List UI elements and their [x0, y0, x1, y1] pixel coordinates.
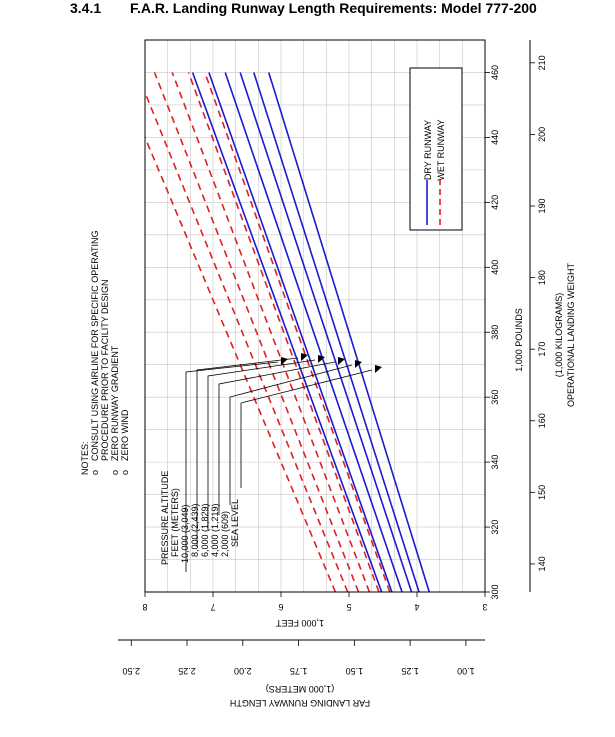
- ft-tick-label: 3: [482, 602, 487, 612]
- leader-line-3: [218, 361, 336, 515]
- notes-block: NOTES: o CONSULT USING AIRLINE FOR SPECI…: [80, 230, 130, 475]
- lb-tick-label: 460: [490, 65, 500, 80]
- page-title: F.A.R. Landing Runway Length Requirement…: [130, 0, 537, 16]
- ft-tick-label: 7: [210, 602, 215, 612]
- kg-tick-label: 140: [537, 556, 547, 571]
- leader-arrow-4: [355, 360, 362, 368]
- altitude-row-10000: 10,000 (3,049): [180, 504, 190, 563]
- wet-runway-series-10: [145, 90, 349, 592]
- notes-item-4: ZERO WIND: [120, 409, 130, 461]
- altitude-row-4000: 4,000 (1,219): [210, 503, 220, 557]
- altitude-row-6000: 6,000 (1,829): [200, 503, 210, 557]
- weight-lb-ticks: 300 320 340 360 380 400 420 440 460: [485, 65, 500, 600]
- length-m-ticks: 1.00 1.25 1.50 1.75 2.00 2.25 2.50: [122, 640, 475, 676]
- notes-bullet-1: o: [90, 470, 100, 475]
- lb-tick-label: 300: [490, 584, 500, 599]
- weight-kg-axis-label: (1,000 KILOGRAMS): [554, 293, 564, 378]
- lb-tick-label: 380: [490, 325, 500, 340]
- leader-arrow-5: [375, 365, 382, 373]
- kg-tick-label: 190: [537, 198, 547, 213]
- altitude-legend: PRESSURE ALTITUDE FEET (METERS) 10,000 (…: [160, 471, 240, 565]
- wet-runway-label: WET RUNWAY: [436, 119, 446, 180]
- notes-bullet-4: o: [120, 470, 130, 475]
- wet-runway-series-6: [204, 72, 391, 592]
- kg-tick-label: 180: [537, 270, 547, 285]
- leader-line-2: [207, 359, 316, 530]
- runway-legend: DRY RUNWAY WET RUNWAY: [409, 67, 463, 231]
- notes-bullet-3: o: [110, 470, 120, 475]
- weight-axis-title: OPERATIONAL LANDING WEIGHT: [566, 262, 576, 407]
- dry-runway-series-1: [253, 72, 420, 592]
- dry-runway-series-3: [224, 72, 403, 592]
- length-ft-ticks: 3 4 5 6 7 8: [142, 592, 488, 612]
- wet-runway-series-8: [171, 72, 371, 592]
- lb-tick-label: 320: [490, 520, 500, 535]
- ft-tick-label: 8: [142, 602, 147, 612]
- notes-item-1: CONSULT USING AIRLINE FOR SPECIFIC OPERA…: [90, 230, 100, 461]
- m-tick-label: 2.25: [178, 666, 196, 676]
- ft-tick-label: 6: [278, 602, 283, 612]
- dry-runway-series-2: [239, 72, 413, 592]
- dry-runway-series-5: [191, 72, 383, 592]
- ft-tick-label: 5: [346, 602, 351, 612]
- leader-line-0: [185, 361, 279, 572]
- notes-heading: NOTES:: [80, 441, 90, 475]
- leader-arrow-2: [318, 355, 325, 363]
- weight-lb-axis-label: 1,000 POUNDS: [514, 308, 524, 372]
- plot-frame: [144, 39, 486, 593]
- runway-legend-box: [409, 67, 463, 231]
- section-number: 3.4.1: [70, 0, 102, 16]
- kg-tick-label: 160: [537, 413, 547, 428]
- dry-runway-series-4: [208, 72, 393, 592]
- altitude-leader-lines: [185, 353, 382, 572]
- notes-item-3: ZERO RUNWAY GRADIENT: [110, 345, 120, 461]
- dry-runway-label: DRY RUNWAY: [423, 120, 433, 180]
- altitude-legend-units: FEET (METERS): [170, 488, 180, 557]
- length-ft-axis-label: 1,000 FEET: [275, 618, 324, 628]
- altitude-row-sea-level: SEA LEVEL: [230, 499, 240, 547]
- weight-kg-ticks: 140 150 160 170 180 190 200 210: [530, 55, 547, 571]
- leader-line-4: [229, 364, 353, 505]
- m-tick-label: 2.00: [234, 666, 252, 676]
- leader-line-1: [196, 357, 299, 547]
- m-tick-label: 1.75: [290, 666, 308, 676]
- lb-tick-label: 420: [490, 195, 500, 210]
- chart-series-group: [145, 72, 431, 592]
- lb-tick-label: 400: [490, 260, 500, 275]
- m-tick-label: 2.50: [122, 666, 140, 676]
- altitude-legend-title: PRESSURE ALTITUDE: [160, 471, 170, 565]
- kg-tick-label: 210: [537, 55, 547, 70]
- length-axis-title: FAR LANDING RUNWAY LENGTH: [230, 698, 370, 708]
- notes-item-2: PROCEDURE PRIOR TO FACILITY DESIGN: [100, 279, 110, 461]
- lb-tick-label: 440: [490, 130, 500, 145]
- wet-runway-series-11: [145, 135, 337, 592]
- altitude-row-8000: 8,000 (2,439): [190, 503, 200, 557]
- dry-runway-series-0: [267, 72, 431, 592]
- wet-runway-series-9: [153, 72, 360, 592]
- kg-tick-label: 170: [537, 342, 547, 357]
- lb-tick-label: 360: [490, 390, 500, 405]
- altitude-row-2000: 2,000 (609): [220, 511, 230, 557]
- leader-arrow-1: [301, 353, 308, 361]
- wet-runway-series-7: [187, 72, 380, 592]
- kg-tick-label: 150: [537, 485, 547, 500]
- kg-tick-label: 200: [537, 127, 547, 142]
- m-tick-label: 1.25: [401, 666, 419, 676]
- ft-tick-label: 4: [414, 602, 419, 612]
- leader-arrow-3: [338, 357, 345, 365]
- length-m-axis-label: (1,000 METERS): [266, 684, 335, 694]
- m-tick-label: 1.00: [457, 666, 475, 676]
- leader-line-5: [240, 369, 373, 488]
- m-tick-label: 1.50: [346, 666, 364, 676]
- lb-tick-label: 340: [490, 455, 500, 470]
